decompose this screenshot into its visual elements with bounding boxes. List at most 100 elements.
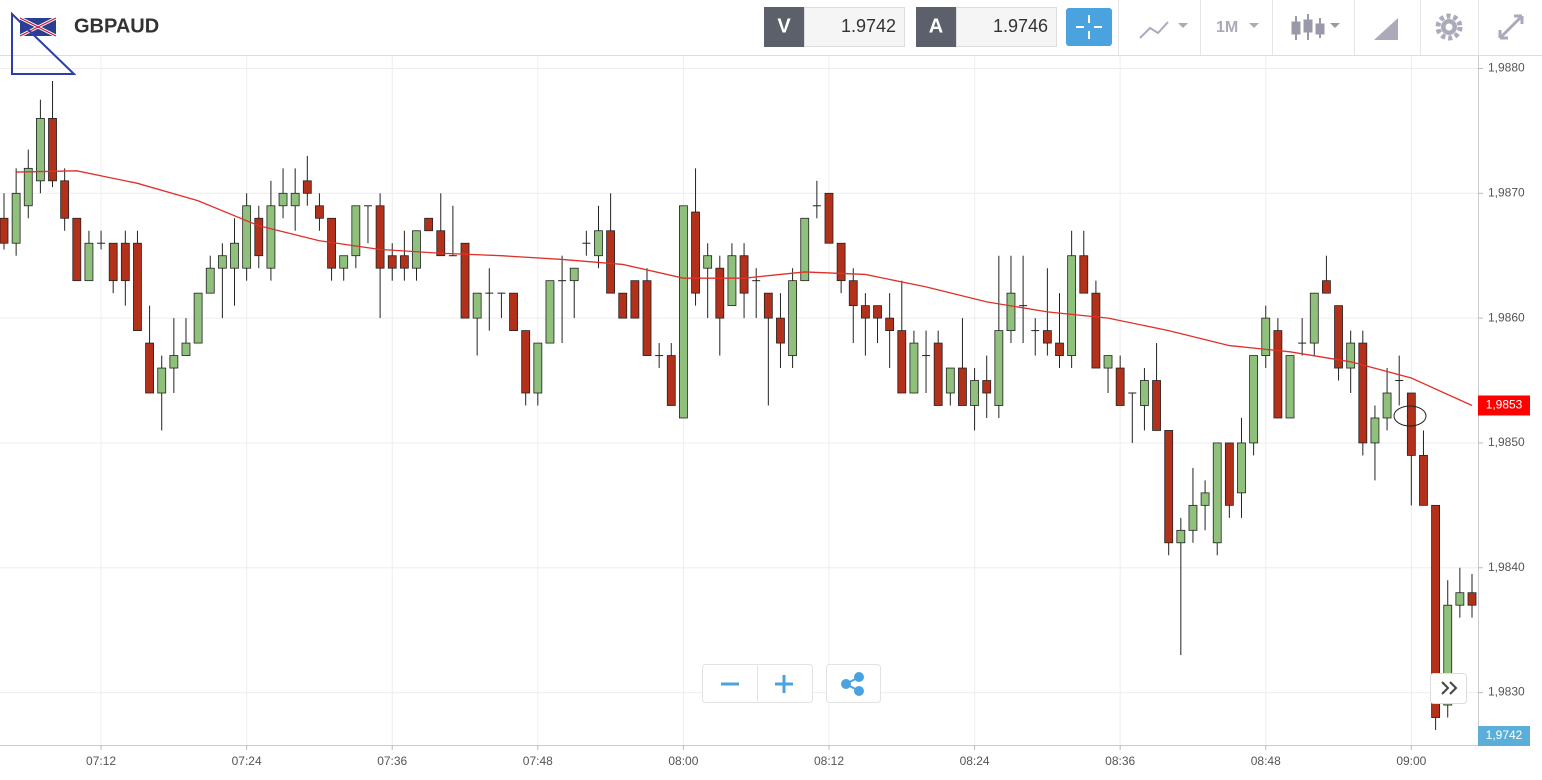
- candle-body: [72, 217, 82, 282]
- candle-type-button[interactable]: [1291, 14, 1340, 40]
- x-tick-label: 08:48: [1251, 754, 1281, 768]
- symbol: GBPAUD: [74, 15, 159, 37]
- crosshair-icon: [1076, 15, 1102, 39]
- candle-body: [193, 292, 203, 344]
- candle-body: [618, 292, 628, 319]
- candle-body: [1164, 430, 1174, 544]
- candle-body: [1309, 292, 1319, 344]
- candle-body: [48, 118, 57, 182]
- candle-body: [1188, 504, 1198, 531]
- candle-body: [606, 230, 616, 294]
- candle-body: [836, 242, 846, 282]
- x-tick-label: 08:24: [960, 754, 990, 768]
- candle-body: [1334, 305, 1343, 369]
- candle-body: [217, 255, 227, 269]
- ma-price-label: 1,9853: [1486, 398, 1523, 412]
- candle-body: [703, 255, 713, 269]
- candle-body: [1406, 392, 1416, 456]
- candle-body: [885, 317, 895, 332]
- candle-body: [958, 367, 967, 406]
- sell-price: 1.9742: [841, 16, 896, 36]
- candle-body: [1285, 355, 1295, 419]
- candle-body: [1006, 292, 1016, 332]
- y-tick-label: 1,9850: [1488, 435, 1525, 449]
- candle-body: [60, 180, 70, 219]
- candle-body: [1224, 442, 1234, 506]
- candle-body: [1176, 529, 1186, 544]
- candle-body: [266, 205, 276, 269]
- candle-body: [594, 230, 603, 257]
- candle-body: [242, 205, 252, 269]
- zoom-in-button[interactable]: [775, 675, 793, 693]
- candle-body: [970, 380, 979, 406]
- expand-button[interactable]: [1498, 14, 1524, 40]
- buy-price-box[interactable]: [956, 7, 1057, 47]
- candle-body: [351, 205, 361, 257]
- candle-body: [230, 242, 239, 269]
- timeframe-caret: [1249, 23, 1259, 28]
- candle-body: [412, 230, 421, 269]
- buy-label: A: [929, 15, 943, 37]
- candle-body: [1467, 592, 1477, 606]
- timeframe[interactable]: 1M: [1216, 19, 1238, 36]
- candle-body: [1067, 255, 1077, 356]
- candle-body: [1115, 367, 1125, 406]
- candle-body: [205, 267, 215, 294]
- candle-body: [290, 192, 300, 207]
- annotation-triangle: [11, 11, 77, 75]
- moving-average-line: [16, 170, 1473, 407]
- candle-body: [120, 242, 130, 282]
- settings-button[interactable]: [1435, 13, 1463, 41]
- candle-body: [715, 267, 725, 319]
- candle-body: [1140, 380, 1149, 406]
- x-tick-label: 07:12: [86, 754, 116, 768]
- candle-body: [800, 217, 810, 282]
- x-tick-label: 07:36: [377, 754, 407, 768]
- candle-body: [1237, 442, 1246, 494]
- candle-body: [339, 255, 349, 269]
- candle-body: [1200, 492, 1210, 506]
- chart-type-button[interactable]: [1139, 21, 1188, 39]
- candle-body: [181, 342, 191, 356]
- candle-body: [1443, 604, 1453, 706]
- candle-body: [860, 305, 870, 319]
- crosshair-button[interactable]: [1066, 8, 1112, 46]
- candle-body: [0, 217, 9, 244]
- candle-body: [848, 280, 858, 307]
- drawing-button[interactable]: [1374, 18, 1398, 40]
- candle-body: [933, 342, 943, 406]
- candle-body: [254, 217, 264, 257]
- candle-body: [108, 242, 118, 282]
- candle-body: [1322, 280, 1331, 294]
- candle-body: [375, 205, 385, 269]
- candle-body: [897, 330, 907, 394]
- scroll-right-button[interactable]: [1441, 681, 1458, 695]
- candle-body: [776, 317, 785, 344]
- candle-body: [1055, 342, 1064, 356]
- y-tick-label: 1,9830: [1488, 685, 1525, 699]
- candle-body: [11, 192, 21, 244]
- candle-body: [1273, 330, 1283, 419]
- candle-body: [169, 355, 179, 369]
- candle-body: [691, 211, 700, 294]
- candle-body: [509, 292, 518, 332]
- sell-button[interactable]: [764, 7, 804, 47]
- x-tick-label: 08:00: [668, 754, 698, 768]
- candle-body: [873, 305, 882, 319]
- candle-body: [824, 192, 834, 244]
- candle-body: [1079, 255, 1089, 294]
- candle-body: [630, 280, 640, 319]
- candle-body: [545, 280, 555, 344]
- candle-body: [84, 242, 94, 282]
- candle-body: [472, 292, 482, 319]
- candle-body: [1103, 355, 1113, 369]
- buy-button[interactable]: [916, 7, 956, 47]
- x-tick-label: 09:00: [1396, 754, 1426, 768]
- candle-body: [679, 205, 688, 419]
- x-tick-label: 07:48: [523, 754, 553, 768]
- candle-body: [1382, 392, 1392, 419]
- share-button[interactable]: [841, 672, 864, 696]
- sell-price-box[interactable]: [804, 7, 905, 47]
- candle-body: [642, 280, 652, 356]
